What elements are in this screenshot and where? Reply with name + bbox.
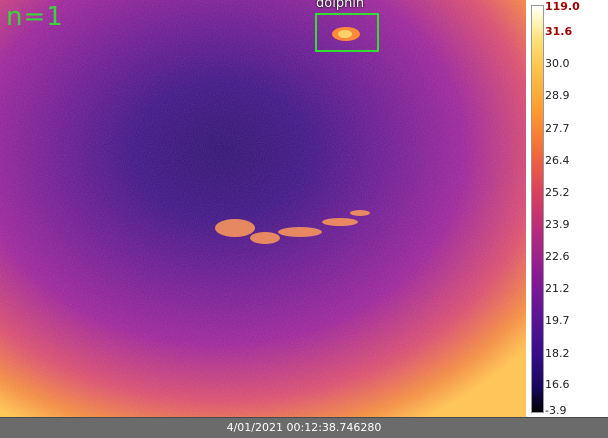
thermal-image: n=1 dolphin xyxy=(0,0,526,417)
colorbar-tick: 28.9 xyxy=(545,89,570,102)
colorbar-tick: 19.7 xyxy=(545,314,570,327)
colorbar-tick: 21.2 xyxy=(545,282,570,295)
colorbar-tick: 30.0 xyxy=(545,57,570,70)
colorbar-tick: 22.6 xyxy=(545,250,570,263)
colorbar-min-label: -3.9 xyxy=(545,404,567,417)
count-label: n=1 xyxy=(6,2,64,32)
colorbar-gradient xyxy=(531,5,544,413)
status-bar: 4/01/2021 00:12:38.746280 xyxy=(0,417,608,438)
colorbar-tick: 25.2 xyxy=(545,186,570,199)
detection-bounding-box[interactable] xyxy=(315,13,379,52)
colorbar-tick: 23.9 xyxy=(545,218,570,231)
wake-disturbance xyxy=(215,210,370,244)
detection-label: dolphin xyxy=(316,0,365,11)
colorbar-tick: 16.6 xyxy=(545,378,570,391)
dolphin-heat-signature xyxy=(332,27,360,41)
colorbar-max-label: 119.0 xyxy=(545,0,580,13)
colorbar-tick: 27.7 xyxy=(545,122,570,135)
colorbar-tick: 18.2 xyxy=(545,347,570,360)
colorbar-upper-label: 31.6 xyxy=(545,25,573,38)
thermal-scene xyxy=(0,0,526,417)
sensor-noise xyxy=(0,0,526,417)
timestamp-label: 4/01/2021 00:12:38.746280 xyxy=(226,421,382,434)
colorbar-tick: 26.4 xyxy=(545,154,570,167)
